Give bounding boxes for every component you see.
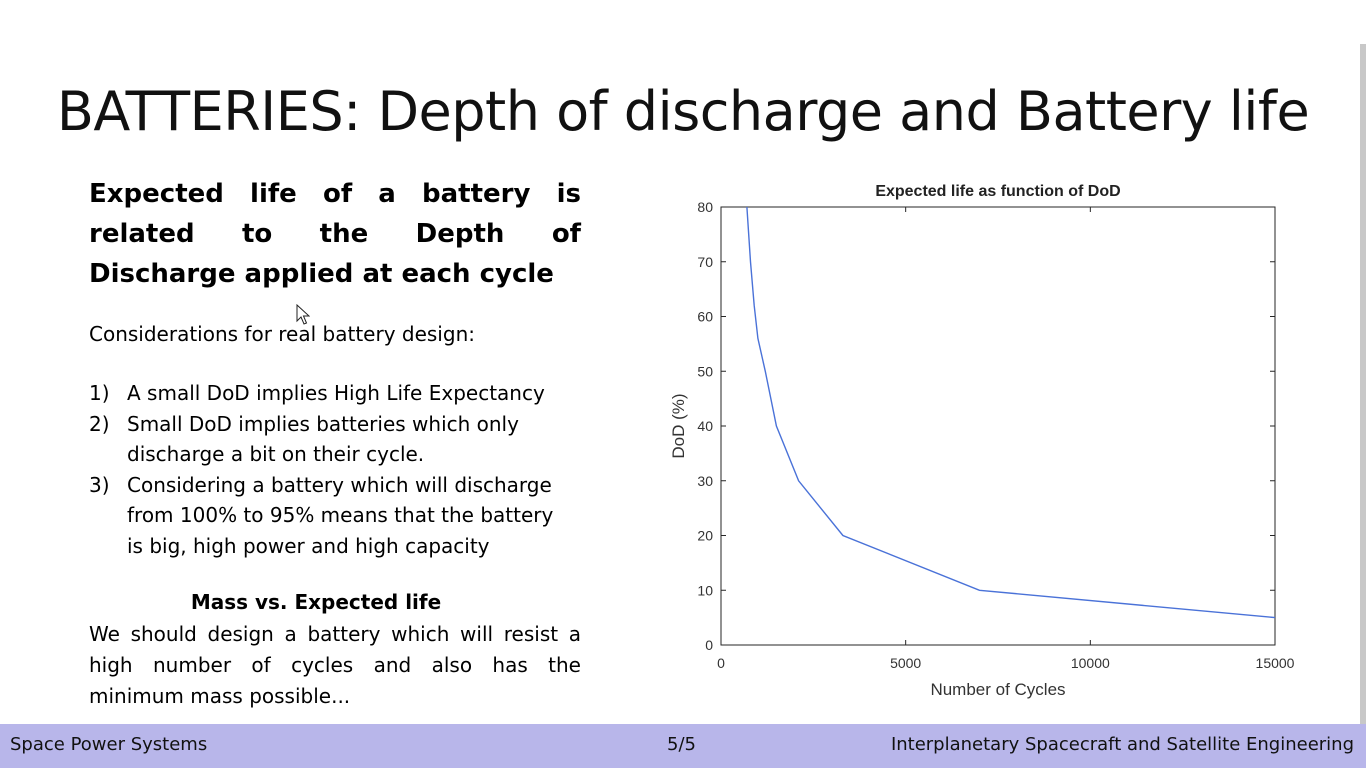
footer-course-name: Space Power Systems (10, 734, 208, 755)
y-tick-label: 0 (705, 637, 713, 653)
slide-title: BATTERIES: Depth of discharge and Batter… (56, 80, 1310, 143)
list-item-text: Considering a battery which will dischar… (127, 472, 554, 558)
text-column: Expected life of a battery is related to… (89, 174, 581, 712)
y-tick-label: 10 (697, 582, 713, 598)
x-axis-label: Number of Cycles (930, 680, 1065, 699)
slide-footer: Space Power Systems 5/5 Interplanetary S… (0, 724, 1366, 768)
mass-subheading: Mass vs. Expected life (190, 590, 442, 614)
x-tick-label: 15000 (1256, 655, 1295, 671)
list-item-number: 2) (89, 411, 110, 436)
x-tick-label: 0 (717, 655, 725, 671)
list-item-text: A small DoD implies High Life Expectancy (127, 381, 545, 405)
page-number: 5/5 (667, 734, 696, 755)
y-axis: 0 10 20 30 40 50 60 70 80 (697, 199, 1275, 653)
list-item: 2) Small DoD implies batteries which onl… (89, 409, 567, 470)
y-tick-label: 30 (697, 473, 713, 489)
plot-area (720, 206, 1276, 646)
x-axis: 0 5000 10000 15000 (717, 207, 1295, 671)
main-heading: Expected life of a battery is related to… (89, 179, 581, 289)
y-axis-label: DoD (%) (669, 393, 688, 458)
x-tick-label: 10000 (1071, 655, 1110, 671)
considerations-list: 1) A small DoD implies High Life Expecta… (89, 378, 581, 561)
y-tick-label: 50 (697, 363, 713, 379)
y-tick-label: 80 (697, 199, 713, 215)
x-tick-label: 5000 (890, 655, 921, 671)
list-item: 1) A small DoD implies High Life Expecta… (89, 378, 567, 409)
considerations-intro: Considerations for real battery design: (89, 322, 475, 346)
list-item-number: 3) (89, 472, 110, 497)
dod-series-line (746, 206, 1276, 619)
y-tick-label: 40 (697, 418, 713, 434)
chart-title: Expected life as function of DoD (875, 183, 1120, 200)
conclusion-text: We should design a battery which will re… (89, 622, 581, 708)
y-tick-label: 70 (697, 254, 713, 270)
footer-program-name: Interplanetary Spacecraft and Satellite … (890, 734, 1354, 755)
list-item-number: 1) (89, 381, 110, 405)
scrollbar[interactable] (1360, 44, 1366, 724)
list-item-text: Small DoD implies batteries which only d… (127, 411, 519, 467)
y-tick-label: 60 (697, 309, 713, 325)
list-item: 3) Considering a battery which will disc… (89, 470, 567, 562)
dod-chart: Expected life as function of DoD 0 10 20 30… (669, 183, 1295, 699)
mouse-cursor-icon (296, 303, 311, 330)
y-tick-label: 20 (697, 528, 713, 544)
